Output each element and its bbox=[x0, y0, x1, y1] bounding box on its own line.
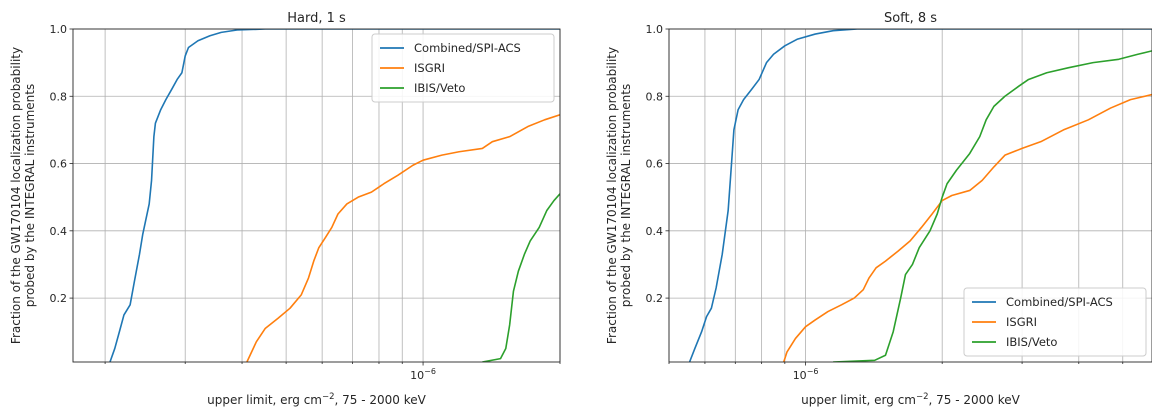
legend-box bbox=[371, 33, 555, 103]
legend-entry-label: ISGRI bbox=[1006, 315, 1037, 329]
legend-box bbox=[963, 287, 1147, 357]
axes-frame bbox=[668, 28, 1152, 363]
y-tick-label: 0.6 bbox=[646, 158, 664, 171]
chart-title: Hard, 1 s bbox=[287, 11, 346, 26]
y-tick-label: 0.2 bbox=[50, 292, 68, 305]
legend-entry-label: ISGRI bbox=[414, 61, 445, 75]
y-axis-label-line-1: Fraction of the GW170104 localization pr… bbox=[605, 47, 619, 344]
series-line-isgri bbox=[782, 93, 1152, 362]
chart-panel-1: 0.2 0.4 0.6 0.8 1.0 10−6 Hard, 1 s upper limit,… bbox=[9, 11, 561, 407]
axes-frame bbox=[72, 28, 561, 363]
y-tick-label: 1.0 bbox=[646, 23, 664, 36]
chart-panel-2: 0.2 0.4 0.6 0.8 1.0 10−6 Soft, 8 s upper limit,… bbox=[605, 11, 1152, 407]
legend-entry-label: IBIS/Veto bbox=[1006, 335, 1057, 349]
y-tick-label: 0.2 bbox=[646, 292, 664, 305]
y-axis-label: Fraction of the GW170104 localization pr… bbox=[9, 47, 37, 344]
series-line-isgri bbox=[246, 114, 560, 362]
y-tick-label: 0.4 bbox=[646, 225, 664, 238]
x-axis-label: upper limit, erg cm−2, 75 - 2000 keV bbox=[207, 392, 426, 407]
y-axis-label-line-1: Fraction of the GW170104 localization pr… bbox=[9, 47, 23, 344]
y-tick-label: 0.4 bbox=[50, 225, 68, 238]
y-tick-label: 1.0 bbox=[50, 23, 68, 36]
chart-title: Soft, 8 s bbox=[884, 11, 937, 26]
y-axis-label-line-2: probed by the INTEGRAL instruments bbox=[23, 84, 37, 307]
series-line-combined-spi-acs bbox=[109, 29, 560, 362]
x-tick-label: 10−6 bbox=[410, 367, 436, 382]
series-line-ibis-veto bbox=[833, 50, 1152, 362]
legend-entry-label: IBIS/Veto bbox=[414, 81, 465, 95]
legend-entry-label: Combined/SPI-ACS bbox=[1006, 295, 1113, 309]
x-tick-label: 10−6 bbox=[793, 367, 819, 382]
legend: Combined/SPI-ACS ISGRI IBIS/Veto bbox=[371, 33, 555, 103]
y-axis-label: Fraction of the GW170104 localization pr… bbox=[605, 47, 633, 344]
series-line-combined-spi-acs bbox=[688, 29, 1152, 362]
legend-entry-label: Combined/SPI-ACS bbox=[414, 41, 521, 55]
y-tick-label: 0.6 bbox=[50, 158, 68, 171]
legend: Combined/SPI-ACS ISGRI IBIS/Veto bbox=[963, 287, 1147, 357]
series-line-ibis-veto bbox=[482, 193, 560, 362]
y-tick-label: 0.8 bbox=[646, 90, 664, 103]
y-axis-label-line-2: probed by the INTEGRAL instruments bbox=[619, 84, 633, 307]
x-axis-label: upper limit, erg cm−2, 75 - 2000 keV bbox=[801, 392, 1020, 407]
y-tick-label: 0.8 bbox=[50, 90, 68, 103]
